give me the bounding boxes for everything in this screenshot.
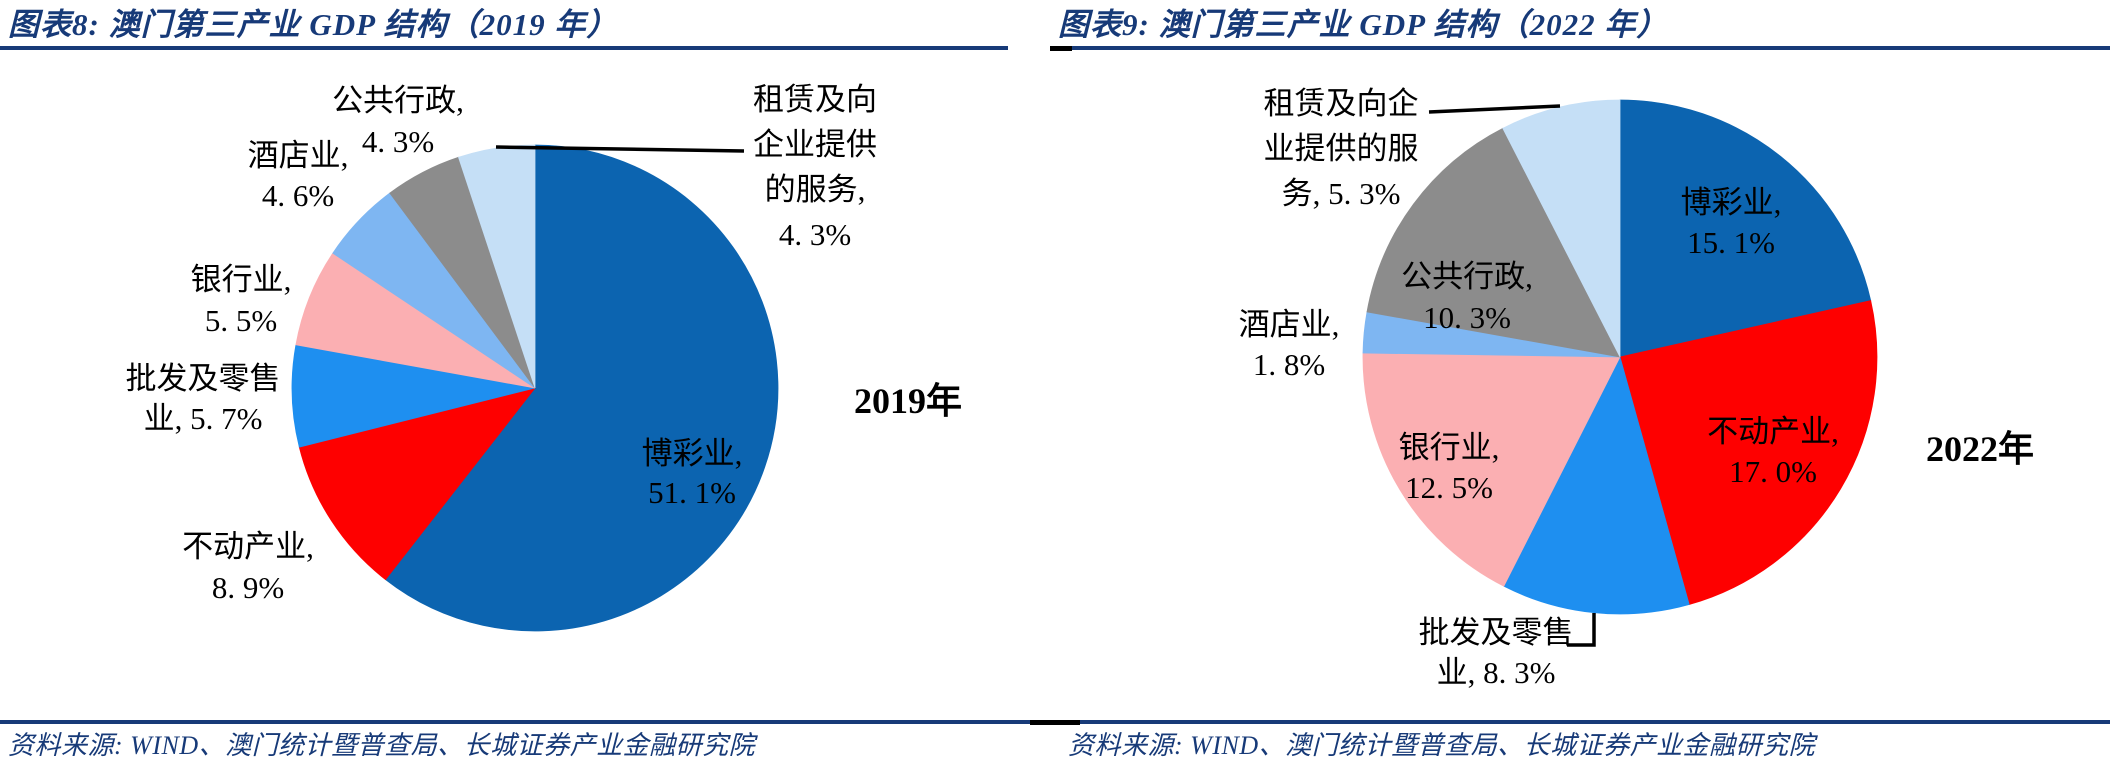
- slice-label-1-4: 酒店业, 1. 8%: [1238, 307, 1340, 382]
- bottom-rule-center-cap: [1030, 720, 1080, 725]
- slice-label-0-0: 博彩业, 51. 1%: [641, 435, 743, 510]
- slice-label-1-2: 批发及零售 业, 8. 3%: [1418, 615, 1574, 690]
- source-note-2022: 资料来源: WIND、澳门统计暨普查局、长城证券产业金融研究院: [1068, 731, 1816, 760]
- pie-slice-1-3: [1362, 352, 1621, 587]
- slice-label-1-3: 银行业, 12. 5%: [1398, 430, 1500, 505]
- pie-slice-0-1: [298, 387, 537, 581]
- label-leader-line: [495, 145, 745, 153]
- year-label-2019: 2019年: [853, 381, 963, 421]
- label-leader-line: [1428, 104, 1561, 114]
- figure-title-2019: 图表8: 澳门第三产业 GDP 结构（2019 年）: [8, 7, 619, 42]
- slice-label-0-1: 不动产业, 8. 9%: [182, 528, 314, 605]
- slice-label-1-1: 不动产业, 17. 0%: [1707, 414, 1839, 489]
- slice-label-1-5: 公共行政, 10. 3%: [1401, 258, 1533, 335]
- label-leader-line: [1567, 613, 1596, 647]
- source-note-2019: 资料来源: WIND、澳门统计暨普查局、长城证券产业金融研究院: [8, 731, 756, 760]
- bottom-rule-left: [0, 720, 1030, 724]
- pie-2019: [291, 144, 779, 632]
- pie-slice-1-1: [1619, 300, 1878, 605]
- slice-label-0-6: 租赁及向 企业提供 的服务, 4. 3%: [753, 81, 877, 252]
- slice-label-1-0: 博彩业, 15. 1%: [1680, 185, 1782, 260]
- slice-label-1-6: 租赁及向企 业提供的服 务, 5. 3%: [1263, 85, 1419, 211]
- year-label-2022: 2022年: [1925, 429, 2035, 469]
- pie-slice-1-2: [1503, 355, 1690, 615]
- slice-label-0-5: 公共行政, 4. 3%: [332, 82, 464, 159]
- slice-label-0-4: 酒店业, 4. 6%: [247, 138, 349, 213]
- slice-label-0-3: 银行业, 5. 5%: [190, 261, 292, 338]
- pie-slice-0-0: [384, 144, 779, 632]
- pie-slice-1-0: [1619, 99, 1872, 358]
- title-rule-right-cap: [1050, 46, 1072, 51]
- pie-2022: [1362, 99, 1878, 615]
- title-rule-right: [1072, 46, 2110, 50]
- title-rule-left: [0, 46, 1008, 50]
- figure-title-2022: 图表9: 澳门第三产业 GDP 结构（2022 年）: [1058, 7, 1669, 42]
- bottom-rule-right: [1080, 720, 2110, 724]
- pie-slice-1-5: [1366, 127, 1621, 358]
- slice-label-0-2: 批发及零售 业, 5. 7%: [125, 361, 281, 436]
